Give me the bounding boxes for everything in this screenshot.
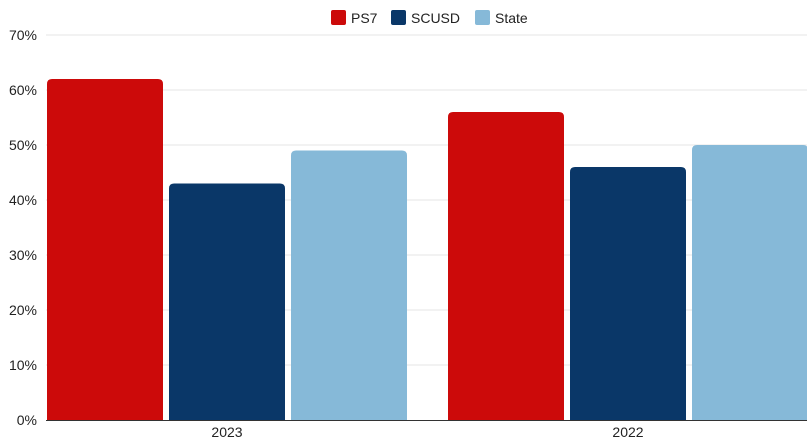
legend-swatch-ps7 (331, 10, 346, 25)
legend-swatch-scusd (391, 10, 406, 25)
y-tick-label: 10% (9, 357, 37, 373)
legend-label-ps7: PS7 (351, 10, 378, 26)
legend: PS7 SCUSD State (331, 10, 528, 26)
legend-label-state: State (495, 10, 528, 26)
x-tick-label: 2022 (612, 424, 643, 438)
y-tick-label: 70% (9, 27, 37, 43)
y-tick-label: 60% (9, 82, 37, 98)
y-tick-label: 40% (9, 192, 37, 208)
x-axis-tick-labels: 2023 2022 (211, 424, 643, 438)
bars (47, 79, 807, 420)
y-tick-label: 20% (9, 302, 37, 318)
legend-label-scusd: SCUSD (411, 10, 460, 26)
legend-swatch-state (475, 10, 490, 25)
bar-ps7-2022 (448, 112, 564, 420)
bar-scusd-2023 (169, 183, 285, 420)
x-tick-label: 2023 (211, 424, 242, 438)
y-tick-label: 30% (9, 247, 37, 263)
y-tick-label: 50% (9, 137, 37, 153)
bar-state-2022 (692, 145, 807, 420)
y-tick-label: 0% (17, 412, 37, 428)
bar-scusd-2022 (570, 167, 686, 420)
y-axis-tick-labels: 0% 10% 20% 30% 40% 50% 60% 70% (9, 27, 37, 428)
bar-state-2023 (291, 150, 407, 420)
bar-ps7-2023 (47, 79, 163, 420)
